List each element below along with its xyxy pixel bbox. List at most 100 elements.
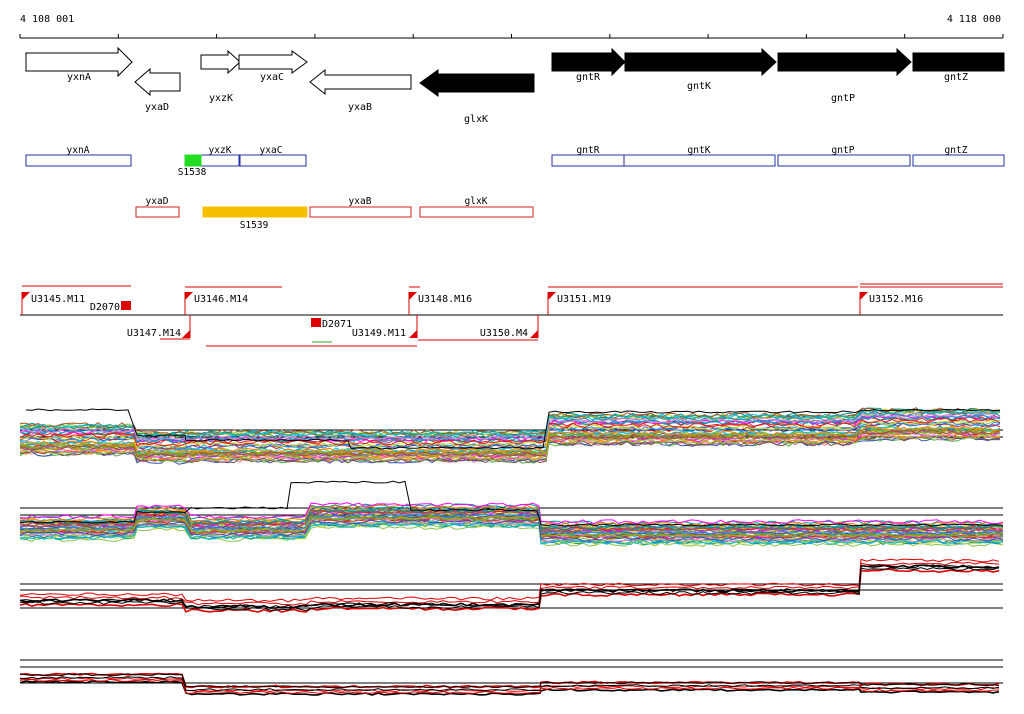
tu-forward-U3151[interactable]: U3151.M19 [547, 292, 611, 315]
gene-arrow-gntZ[interactable]: gntZ [912, 52, 1005, 83]
gene-arrow-yxaD[interactable]: yxaD [134, 67, 181, 113]
gene-arrow-yxzK[interactable]: yxzK [200, 49, 241, 104]
tu-label: U3152.M16 [869, 294, 923, 305]
feature-box-gntP[interactable]: gntP [777, 145, 911, 167]
feature-label: yxaC [260, 145, 283, 156]
expression-trace [19, 502, 1004, 525]
feature-box-gntZ[interactable]: gntZ [912, 145, 1005, 167]
feature-label: S1538 [178, 167, 207, 178]
feature-box-glxK[interactable]: glxK [419, 196, 534, 218]
gene-label: yxaD [145, 102, 169, 113]
gene-label: gntP [831, 93, 855, 104]
feature-box-yxaD[interactable]: yxaD [135, 196, 180, 218]
expression-trace [19, 504, 1004, 527]
transcription-unit-track: U3145.M11 U3146.M14 U3148.M16 U3151.M19 … [20, 283, 1003, 347]
small-rna-S1539[interactable]: S1539 [202, 206, 308, 231]
feature-box-yxnA[interactable]: yxnA [25, 145, 132, 167]
gene-arrow-gntK[interactable]: gntK [624, 47, 777, 92]
tu-forward-U3152[interactable]: U3152.M16 [859, 292, 923, 315]
gene-label: gntZ [944, 72, 968, 83]
gene-label: yxnA [67, 72, 91, 83]
expression-trace [19, 430, 1001, 460]
expression-trace [19, 567, 1000, 612]
tu-label: U3148.M16 [418, 294, 472, 305]
tu-label: U3147.M14 [127, 328, 181, 339]
ruler-end-label: 4 118 000 [947, 14, 1001, 25]
tu-label: U3146.M14 [194, 294, 248, 305]
expression-trace [19, 515, 1004, 539]
feature-label: yxaD [146, 196, 169, 207]
expression-trace [19, 433, 1001, 463]
marker-label: D2070 [90, 302, 120, 313]
feature-label: gntK [688, 145, 711, 156]
gene-track: yxnA yxaD yxzK yxaC yxaB glxK gntR gntK [25, 46, 1005, 125]
expression-trace [19, 519, 1004, 542]
gene-arrow-yxnA[interactable]: yxnA [25, 46, 133, 83]
feature-box-yxzK[interactable]: yxzK [200, 145, 240, 167]
feature-box-gntK[interactable]: gntK [623, 145, 776, 167]
feature-box-yxaB[interactable]: yxaB [309, 196, 412, 218]
gene-label: gntR [576, 72, 601, 83]
coordinate-ruler: 4 108 001 4 118 000 [19, 14, 1004, 39]
marker-D2070[interactable]: D2070 [90, 301, 131, 313]
expression-trace [20, 521, 1004, 544]
gene-label: yxaB [348, 102, 372, 113]
feature-label: gntP [832, 145, 855, 156]
expression-trace [19, 429, 1001, 458]
expression-trace [19, 417, 1001, 447]
marker-D2071[interactable]: D2071 [311, 318, 352, 330]
small-rna-S1538[interactable]: S1538 [178, 154, 207, 178]
expression-trace [19, 414, 1001, 444]
expression-trace [19, 568, 1000, 613]
gene-arrow-yxaB[interactable]: yxaB [309, 68, 412, 113]
feature-label: yxaB [349, 196, 372, 207]
tu-label: U3150.M4 [480, 328, 528, 339]
expression-trace [19, 510, 1004, 532]
expression-profiles [19, 407, 1004, 696]
expression-trace [19, 558, 1000, 603]
gene-label: glxK [464, 114, 488, 125]
feature-label: gntZ [945, 145, 968, 156]
expression-trace [19, 561, 1000, 606]
expression-trace [19, 421, 1001, 451]
tu-label: U3151.M19 [557, 294, 611, 305]
expression-trace [19, 522, 1004, 545]
expression-trace [19, 407, 1001, 436]
gene-arrow-gntP[interactable]: gntP [777, 47, 912, 104]
tu-forward-U3145[interactable]: U3145.M11 [21, 292, 85, 315]
tu-reverse-U3149[interactable]: U3149.M11 [352, 315, 418, 339]
reverse-feature-track: yxaD yxaB glxK S1539 [135, 196, 534, 231]
tu-reverse-U3150[interactable]: U3150.M4 [480, 315, 539, 339]
tu-forward-U3146[interactable]: U3146.M14 [184, 292, 248, 315]
gene-arrow-yxaC[interactable]: yxaC [238, 50, 308, 83]
tu-label: U3145.M11 [31, 294, 85, 305]
feature-label: yxnA [67, 145, 90, 156]
gene-label: gntK [687, 81, 711, 92]
gene-label: yxaC [260, 72, 284, 83]
tu-forward-U3148[interactable]: U3148.M16 [408, 292, 472, 315]
feature-label: S1539 [240, 220, 269, 231]
expression-trace [19, 480, 1004, 527]
feature-label: glxK [465, 196, 488, 207]
ruler-ticks [19, 34, 1004, 38]
gene-arrow-glxK[interactable]: glxK [419, 69, 535, 125]
gene-arrow-gntR[interactable]: gntR [551, 47, 626, 83]
gene-label: yxzK [209, 93, 233, 104]
feature-label: gntR [577, 145, 600, 156]
forward-feature-track: yxnA yxzK yxaC gntR gntK gntP gntZ S153 [25, 145, 1005, 178]
feature-box-gntR[interactable]: gntR [551, 145, 625, 167]
expression-trace [19, 673, 1000, 689]
marker-label: D2071 [322, 319, 352, 330]
expression-trace [19, 435, 1001, 465]
expression-trace [19, 428, 1001, 458]
expression-trace [25, 408, 1000, 450]
ruler-start-label: 4 108 001 [20, 14, 74, 25]
expression-trace [19, 420, 1001, 449]
tu-reverse-U3147[interactable]: U3147.M14 [127, 315, 191, 339]
feature-box-yxaC[interactable]: yxaC [239, 145, 307, 167]
expression-trace [19, 564, 1000, 609]
expression-trace [19, 412, 1001, 441]
tu-label: U3149.M11 [352, 328, 406, 339]
expression-trace [19, 429, 1001, 458]
